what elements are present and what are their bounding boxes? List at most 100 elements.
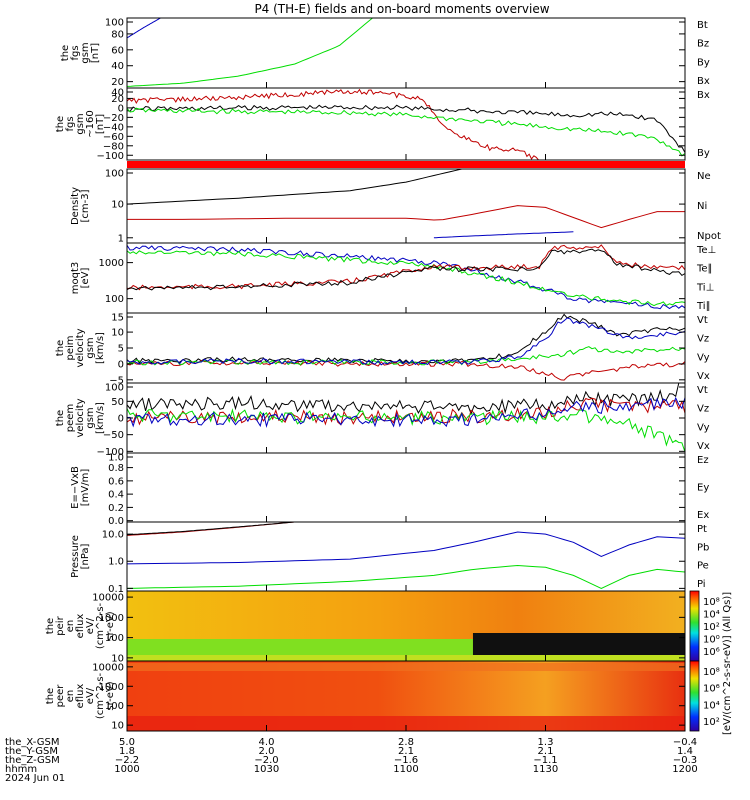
legend-pressure-Pt: Pt (697, 524, 707, 535)
series-fgs2-Bz (126, 88, 546, 161)
legend-pressure-Pi: Pi (697, 579, 706, 590)
ytick-label: 1.0 (108, 453, 124, 464)
series-peem-Vy (126, 408, 686, 453)
legend-pressure-Pb: Pb (697, 542, 709, 553)
ytick-label: −5 (109, 375, 124, 386)
ylabel-fgs2: the fgs gsm ~160 [nT] (55, 110, 106, 137)
ylabel-line: the (60, 45, 71, 61)
ylabel-line: peer (55, 684, 66, 708)
ytick-label: 1000 (99, 613, 124, 624)
ylabel-line: gsm (75, 113, 86, 134)
colorbar-tick: 10⁴ (703, 700, 720, 711)
ylabel-line: moqt3 (70, 262, 81, 295)
footer-value: 2.1 (538, 746, 554, 757)
footer-value: 1030 (254, 764, 279, 775)
ylabel-line: eV/ (85, 687, 96, 704)
ylabel-line: eflux (75, 684, 86, 709)
legend-fgs-Bx: Bx (697, 76, 710, 87)
ytick-label: −20 (103, 113, 124, 124)
legend-fgs2-By: By (697, 148, 710, 159)
legend-peim-Vt: Vt (697, 315, 708, 326)
footer-value: −0.3 (673, 755, 697, 766)
footer-label: the_Y-GSM (5, 746, 58, 757)
series-density-Ni (126, 168, 462, 205)
panel-efield: 1.00.8 0.6 0.4 0.2 0.0 E=−VxB [mV/m] Ez Ey Ex (70, 452, 709, 527)
ylabel-temp: moqt3 [eV] (70, 262, 91, 295)
ytick-label: 10 (111, 721, 124, 732)
frame-fgs (126, 17, 686, 89)
panel-pressure: 10.0 1.0 0.1 Pressure [nPa] Pt Pb Pe Pi (70, 521, 709, 595)
series-peim-Vz (126, 359, 686, 381)
ytick-label: 0 (118, 103, 124, 114)
colorbar-peir (689, 590, 700, 662)
ytick-label: 100 (105, 294, 124, 305)
colorbar-tick: 10⁸ (703, 597, 720, 608)
footer-value: 1.8 (119, 746, 135, 757)
ytick-label: 80 (111, 29, 124, 40)
ylabel-line: [eV] (80, 268, 91, 289)
heatmap-band-dark (472, 633, 685, 655)
legend-peem-Vx: Vx (697, 441, 710, 452)
panel-peir: 10000 1000 100 10 the peir en eflux eV/(cm^2-s-s… (45, 590, 720, 664)
panel-density: 1 10 100 Density [cm-3] Ne Ni Npot (70, 168, 721, 244)
ylabel-fgs: the fgs gsm [nT] (60, 42, 101, 63)
panel-peem: 100 50 0 −50 −100 the peem velocity gsm [km/s] Vt V… (55, 382, 710, 458)
legend-temp-Ti∥: Ti∥ (696, 301, 711, 312)
footer-value: 5.0 (119, 737, 135, 748)
footer-value: 2.8 (398, 737, 414, 748)
ylabel-line: [cm-3] (80, 189, 91, 222)
heatmap-band-low (127, 639, 490, 655)
ytick-label: 100 (105, 169, 124, 180)
ylabel-line: [nPa] (80, 543, 91, 569)
ytick-label: 40 (111, 88, 124, 99)
series-pressure-Pi (126, 531, 686, 565)
footer-date: 2024 Jun 01 (5, 773, 65, 784)
ylabel-peim: the peim velocity gsm [km/s] (55, 328, 106, 367)
footer-value: 1200 (672, 764, 697, 775)
legend-temp-Ti⊥: Ti⊥ (696, 282, 714, 293)
flag-bar (127, 161, 685, 168)
legend-fgs-By: By (697, 57, 710, 68)
legend-temp-Te∥: Te∥ (696, 264, 713, 275)
footer-value: 1.3 (538, 737, 554, 748)
frame-density (126, 168, 686, 244)
ylabel-line: [nT] (95, 114, 106, 134)
series-peim-Vx (126, 317, 686, 366)
legend-efield-Ex: Ex (697, 510, 709, 521)
ytick-label: 0.6 (108, 476, 124, 487)
ylabel-line: peim (65, 335, 76, 360)
ylabel-peem: the peem velocity gsm [km/s] (55, 398, 106, 437)
legend-fgs-Bt: Bt (697, 20, 708, 31)
ylabel-line: sr-eV) (105, 611, 116, 640)
legend-temp-Te⊥: Te⊥ (696, 245, 716, 256)
footer-value: 1000 (114, 764, 139, 775)
ylabel-line: the (45, 618, 56, 634)
colorbar-tick: 10² (703, 717, 720, 728)
series-fgs-By (126, 17, 373, 87)
ytick-label: 1000 (99, 682, 124, 693)
ylabel-line: the (55, 116, 66, 132)
ylabel-line: en (65, 620, 76, 633)
series-temp-Ti∥ (126, 250, 686, 307)
footer-value: −2.0 (254, 755, 278, 766)
ylabel-line: en (65, 690, 76, 703)
ylabel-line: (cm^2-s- (95, 672, 106, 719)
ylabel-line: the (55, 340, 66, 356)
series-pressure-Pe (126, 564, 686, 589)
series-pressure-Pt (126, 521, 295, 536)
colorbar-peer (689, 660, 700, 732)
ytick-label: 0.2 (108, 503, 124, 514)
footer-value: 1100 (393, 764, 418, 775)
colorbar-tick: 10⁰ (703, 635, 720, 646)
ytick-label: 20 (111, 77, 124, 88)
ylabel-line: the (55, 410, 66, 426)
ytick-label: 0.1 (108, 584, 124, 595)
ylabel-line: (cm^2-s- (95, 602, 106, 649)
footer-label: the_Z-GSM (5, 755, 60, 766)
ylabel-efield: E=−VxB [mV/m] (70, 466, 91, 509)
legend-peem-Vt: Vt (697, 385, 708, 396)
ytick-label: 40 (111, 61, 124, 72)
